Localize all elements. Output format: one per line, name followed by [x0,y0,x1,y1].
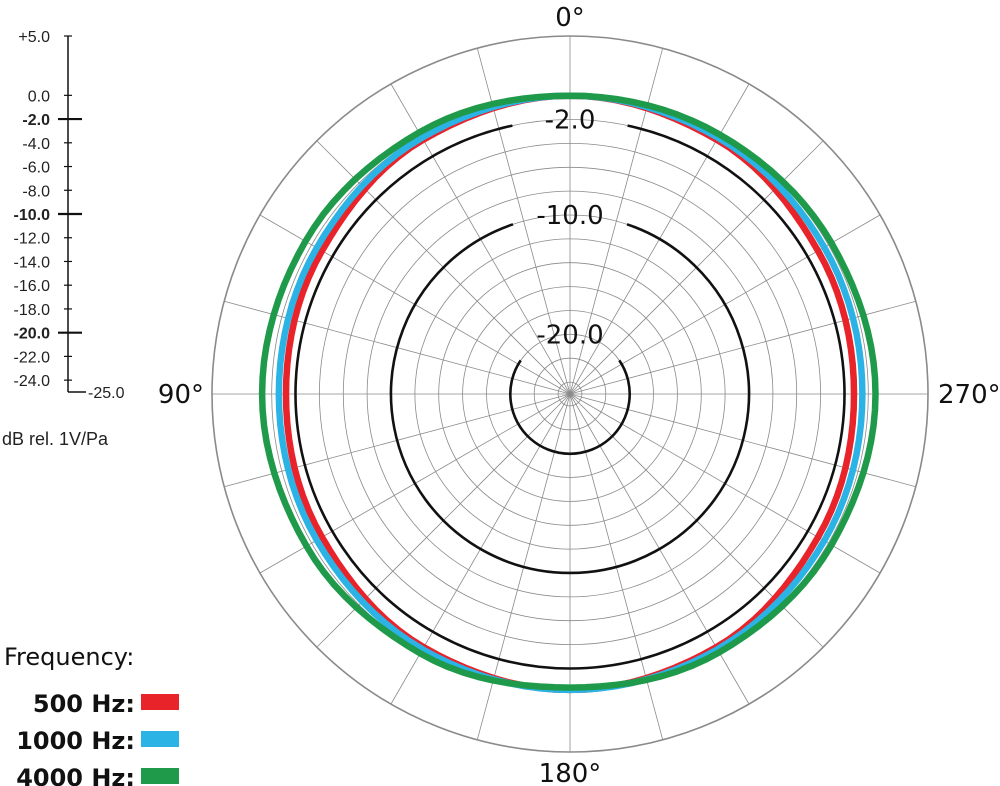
angle-labels: 0° 90° 180° 270° [158,3,1000,786]
series-curve [258,92,879,691]
scale-tick-label: -18.0 [14,302,51,319]
angle-label: 0° [555,3,585,33]
legend-title: Frequency: [4,643,134,671]
reference-ring [509,359,631,455]
reference-ring [389,223,751,575]
legend-label: 1000 Hz: [16,727,135,755]
scale-tick-label: -20.0 [14,326,51,343]
angle-label: 180° [539,759,602,786]
legend-swatch [141,768,179,784]
scale-tick-label: -12.0 [14,231,51,248]
ring-labels: -2.0 -10.0 -20.0 [536,106,603,351]
scale-tick-label: +5.0 [18,29,50,46]
legend-swatch [141,731,179,747]
polar-grid [211,35,929,753]
legend-swatch [141,694,179,710]
response-curves [258,92,879,694]
scale-tick-label: -14.0 [14,254,51,271]
ring-label: -2.0 [545,106,596,136]
scale-tick-label: -4.0 [22,136,50,153]
scale-tick-label: -2.0 [22,112,50,129]
scale-tick-label: -6.0 [22,160,50,177]
ring-label: -10.0 [536,201,603,231]
angle-label: 90° [158,380,204,410]
scale-tick-label: -8.0 [22,183,50,200]
legend-label: 500 Hz: [33,690,135,718]
scale-tick-label: -22.0 [14,349,51,366]
unit-label: dB rel. 1V/Pa [2,429,109,449]
db-scale: +5.0 0.0 -2.0 -4.0 -6.0 -8.0 -10.0 -12.0 -14.0 -1… [14,29,125,402]
scale-tick-label: -10.0 [14,207,51,224]
scale-tick-label: -16.0 [14,278,51,295]
legend: Frequency: 500 Hz: 1000 Hz: 4000 Hz: [4,643,179,786]
reference-rings [294,124,846,670]
scale-tick-label: -24.0 [14,373,51,390]
ring-label: -20.0 [536,320,603,350]
scale-tick-label: 0.0 [28,88,50,105]
scale-tick-label: -25.0 [88,385,125,402]
reference-ring [294,124,846,670]
legend-label: 4000 Hz: [16,764,135,786]
angle-label: 270° [938,380,1000,410]
